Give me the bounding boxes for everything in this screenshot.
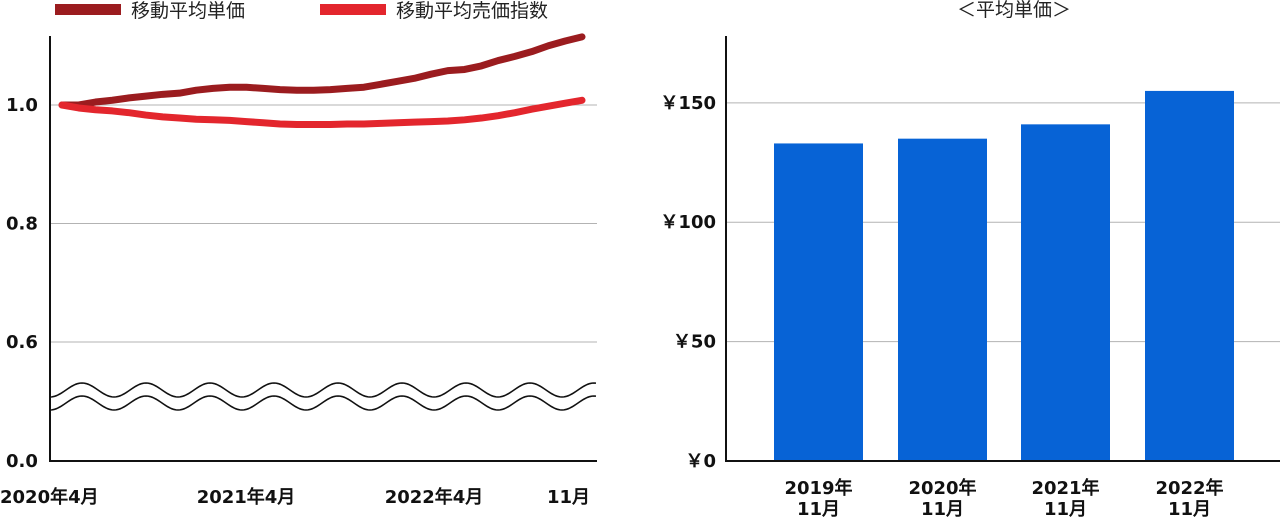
y-tick-label-0.8: 0.8 [6, 214, 38, 235]
axis-break-wave-upper [49, 382, 597, 398]
bar-3 [1145, 90, 1234, 461]
bar-x-tick-label-2-line2: 11月 [1044, 499, 1087, 519]
legend-label-moving-avg-price-index: 移動平均売価指数 [396, 0, 548, 22]
series-line-moving-avg-unit-price [58, 33, 586, 109]
legend-swatch-moving-avg-price-index [320, 4, 386, 15]
bar-2 [1021, 124, 1110, 461]
y-tick-label-0.0: 0.0 [6, 451, 38, 472]
bar-x-tick-label-3-line1: 2022年 [1155, 477, 1223, 499]
x-tick-label-2: 2022年4月 [385, 486, 484, 508]
x-tick-label-0: 2020年4月 [0, 486, 99, 508]
bar-y-tick-label-150: ￥150 [660, 93, 716, 114]
bar-chart-title: ＜平均単価＞ [957, 0, 1071, 21]
axis-break-wave [49, 378, 597, 414]
legend-swatch-moving-avg-unit-price [55, 4, 121, 15]
y-tick-label-1.0: 1.0 [6, 95, 38, 116]
axis-break-mask [51, 378, 597, 414]
bar-chart-y-tick-labels: ￥0 ￥50 ￥100 ￥150 [660, 93, 716, 472]
bar-x-tick-label-0-line2: 11月 [797, 499, 840, 519]
bar-x-tick-label-1-line2: 11月 [921, 499, 964, 519]
bar-x-tick-label-1-line1: 2020年 [908, 477, 976, 499]
bar-x-tick-label-2-line1: 2021年 [1031, 477, 1099, 499]
bar-y-tick-label-100: ￥100 [660, 212, 716, 233]
axis-break-wave-lower [49, 395, 597, 411]
line-chart-series [58, 33, 586, 129]
legend-label-moving-avg-unit-price: 移動平均単価 [131, 0, 245, 22]
line-chart: 移動平均単価 移動平均売価指数 0.0 0.6 0.8 1.0 2020年4月 2021… [0, 0, 597, 508]
bar-y-tick-label-0: ￥0 [685, 451, 716, 472]
bar-chart-bars [774, 90, 1234, 462]
series-line-moving-avg-price-index [58, 96, 586, 129]
line-chart-gridlines [50, 104, 597, 343]
y-tick-label-0.6: 0.6 [6, 332, 38, 353]
line-chart-y-tick-labels: 0.0 0.6 0.8 1.0 [6, 95, 38, 472]
line-chart-legend: 移動平均単価 移動平均売価指数 [55, 0, 548, 22]
bar-y-tick-label-50: ￥50 [673, 332, 716, 353]
bar-0 [774, 143, 863, 461]
x-tick-label-1: 2021年4月 [197, 486, 296, 508]
bar-x-tick-label-0-line1: 2019年 [784, 477, 852, 499]
line-chart-x-tick-labels: 2020年4月 2021年4月 2022年4月 11月 [0, 486, 590, 508]
bar-chart: ＜平均単価＞ ￥0￥50￥100￥150 2019年11月2020年11月202… [660, 0, 1280, 519]
x-tick-label-3: 11月 [547, 487, 590, 508]
bar-x-tick-label-3-line2: 11月 [1168, 499, 1211, 519]
bar-1 [898, 138, 987, 462]
